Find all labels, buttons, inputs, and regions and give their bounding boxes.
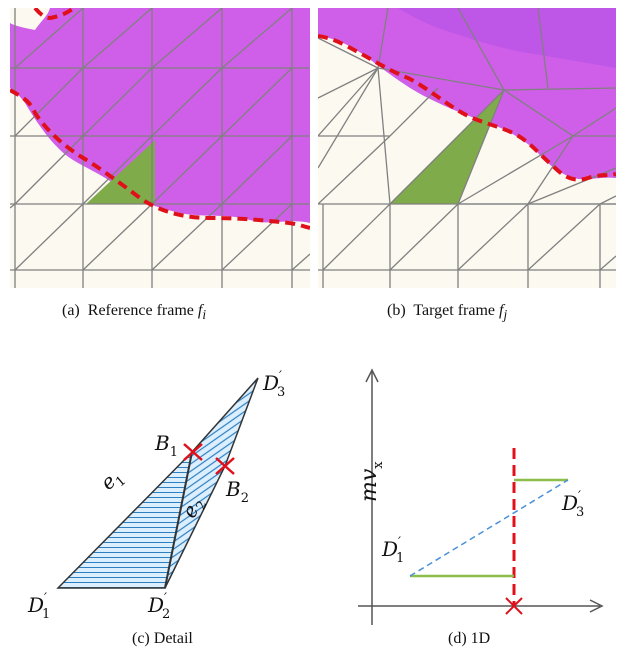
intersection-marker-b2 <box>215 457 235 475</box>
caption-a-prefix: (a) <box>62 302 80 319</box>
y-axis-label: mvx <box>357 461 386 502</box>
caption-d-text: (d) 1D <box>448 630 491 647</box>
caption-b-sub: j <box>503 307 508 323</box>
interpolation-line <box>409 479 569 577</box>
panel-reference-frame <box>10 8 310 288</box>
label-d3: D′ 3 <box>262 369 285 400</box>
green-triangle <box>86 140 155 204</box>
detail-diagram: D′ 3 B1 B2 e1 e2 D′ 1 D′ 2 <box>27 369 285 622</box>
panel-1d: mvx D′ 1 D′ 3 <box>338 360 618 635</box>
caption-a: (a) Reference frame fi <box>62 302 206 323</box>
mesh-grid <box>318 8 616 288</box>
label-e1: e1 <box>96 463 129 497</box>
mesh-grid <box>10 8 310 288</box>
caption-a-sub: i <box>202 307 207 323</box>
caption-c: (c) Detail <box>132 630 193 648</box>
label-b1: B1 <box>154 431 178 460</box>
1d-diagram: mvx D′ 1 D′ 3 <box>357 368 604 625</box>
caption-a-var: f <box>197 302 203 319</box>
label-d1: D′ 1 <box>381 535 404 566</box>
caption-a-text: Reference frame <box>87 302 194 319</box>
label-d3: D′ 3 <box>561 489 584 520</box>
caption-d: (d) 1D <box>448 630 490 648</box>
caption-b-prefix: (b) <box>387 302 406 319</box>
boundary-line <box>10 88 310 230</box>
panel-target-frame <box>318 8 616 288</box>
boundary-line <box>318 34 616 182</box>
intersection-marker-b1 <box>183 443 203 461</box>
caption-b: (b) Target frame fj <box>387 302 507 323</box>
crossing-marker <box>505 597 523 615</box>
label-d1: D′ 1 <box>27 591 50 622</box>
caption-c-text: (c) Detail <box>132 630 193 647</box>
caption-b-var: f <box>499 302 504 319</box>
panel-detail: D′ 3 B1 B2 e1 e2 D′ 1 D′ 2 <box>20 360 330 630</box>
label-b2: B2 <box>225 477 249 506</box>
caption-b-text: Target frame <box>413 302 496 319</box>
reference-frame-image <box>10 8 310 288</box>
label-d2: D′ 2 <box>147 591 170 622</box>
target-frame-image <box>318 8 616 288</box>
